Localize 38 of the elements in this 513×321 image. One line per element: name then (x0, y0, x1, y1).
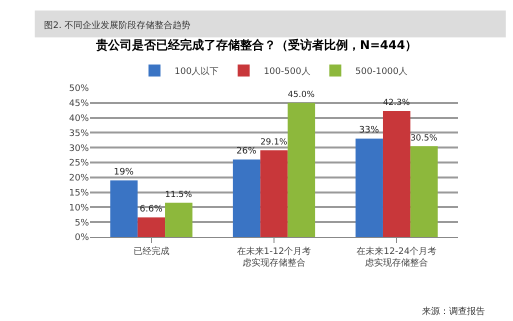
y-tick-label: 35% (68, 128, 90, 139)
y-tick-label: 40% (68, 114, 90, 124)
legend-label: 500-1000人 (355, 66, 408, 78)
y-tick-label: 20% (68, 174, 90, 184)
bar (288, 102, 316, 237)
x-tick-label: 已经完成 (133, 246, 170, 257)
data-label: 42.3% (383, 97, 410, 108)
bar (410, 146, 438, 237)
data-label: 6.6% (140, 204, 163, 214)
y-tick-label: 45% (68, 99, 90, 110)
bar (260, 150, 288, 237)
data-label: 19% (114, 167, 134, 178)
y-tick-label: 0% (74, 233, 90, 244)
x-tick-label: 在未来12-24个月考虑实现存储整合 (356, 246, 437, 268)
y-tick-label: 30% (68, 144, 90, 154)
data-label: 26% (236, 146, 257, 157)
data-label: 29.1% (260, 137, 288, 148)
chart-title: 贵公司是否已经完成了存储整合？（受访者比例，N=444） (94, 38, 418, 52)
bar (382, 110, 410, 237)
caption: 图2. 不同企业发展阶段存储整合趋势 (44, 20, 190, 31)
y-tick-label: 50% (68, 84, 90, 94)
x-tick-label: 在未来1-12个月考虑实现存储整合 (236, 246, 312, 268)
bar (232, 160, 260, 237)
y-tick-label: 25% (68, 158, 90, 169)
legend-label: 100-500人 (264, 66, 310, 78)
data-label: 30.5% (410, 133, 438, 144)
source-note: 来源：调查报告 (422, 306, 485, 317)
y-tick-label: 5% (74, 218, 90, 228)
bar (110, 180, 138, 237)
legend-label: 100人以下 (174, 66, 219, 78)
data-label: 33% (359, 126, 380, 136)
data-label: 45.0% (288, 89, 315, 100)
data-label: 11.5% (165, 190, 192, 200)
bar (356, 138, 383, 237)
y-tick-label: 15% (68, 188, 90, 198)
bar (165, 202, 192, 237)
y-tick-label: 10% (68, 203, 90, 214)
bar (138, 217, 166, 237)
